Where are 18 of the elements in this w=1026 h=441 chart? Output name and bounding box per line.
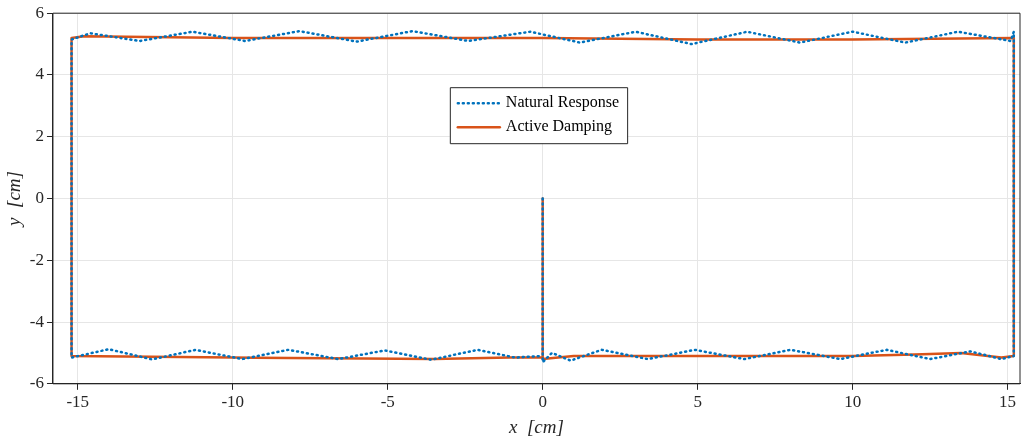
x-tick-label: -10 <box>221 392 245 412</box>
y-tick-label: -6 <box>29 373 44 393</box>
y-tick-label: 6 <box>35 2 44 22</box>
y-tick-label: -2 <box>29 249 44 269</box>
y-axis-title: y [cm] <box>3 171 25 228</box>
legend-label: Natural Response <box>505 93 620 112</box>
y-tick-label: 4 <box>35 64 45 84</box>
x-tick-label: 15 <box>999 392 1017 412</box>
legend-label: Active Damping <box>505 117 613 136</box>
y-tick-label: 0 <box>35 187 44 207</box>
x-tick-label: -15 <box>66 392 90 412</box>
x-tick-label: 0 <box>538 392 547 412</box>
x-tick-label: -5 <box>380 392 395 412</box>
y-tick-label: 2 <box>35 126 44 146</box>
y-tick-label: -4 <box>29 311 45 331</box>
x-axis-title: x [cm] <box>508 415 564 437</box>
x-tick-label: 10 <box>844 392 862 412</box>
x-tick-label: 5 <box>693 392 702 412</box>
